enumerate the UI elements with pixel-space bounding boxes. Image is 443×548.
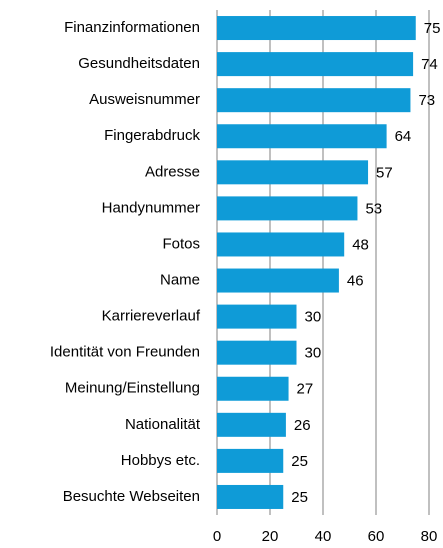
x-tick-label: 60	[368, 528, 385, 545]
y-tick-label: Name	[160, 272, 200, 289]
x-tick-label: 20	[262, 528, 279, 545]
value-label: 27	[297, 381, 314, 398]
bar	[217, 484, 284, 509]
value-label: 75	[424, 20, 441, 37]
value-label: 48	[352, 236, 369, 253]
bar	[217, 16, 416, 41]
y-tick-label: Nationalität	[125, 416, 201, 433]
bar	[217, 52, 414, 77]
y-tick-label: Adresse	[145, 163, 200, 180]
value-label: 73	[418, 92, 435, 109]
bar	[217, 376, 289, 401]
bar	[217, 448, 284, 473]
value-label: 26	[294, 417, 311, 434]
bar	[217, 232, 345, 257]
y-tick-label: Finanzinformationen	[64, 19, 200, 36]
y-tick-label: Fingerabdruck	[104, 127, 200, 144]
x-tick-label: 0	[213, 528, 221, 545]
value-label: 30	[305, 309, 322, 326]
y-tick-label: Identität von Freunden	[50, 344, 200, 361]
bar	[217, 160, 369, 185]
y-tick-label: Karriereverlauf	[102, 308, 201, 325]
value-label: 25	[291, 453, 308, 470]
value-label: 25	[291, 489, 308, 506]
y-tick-label: Fotos	[162, 235, 200, 252]
bar	[217, 88, 411, 113]
y-tick-label: Meinung/Einstellung	[65, 380, 200, 397]
y-tick-label: Handynummer	[102, 199, 200, 216]
value-label: 64	[395, 128, 412, 145]
bar	[217, 340, 297, 365]
bar	[217, 124, 387, 149]
y-tick-label: Ausweisnummer	[89, 91, 200, 108]
x-tick-label: 40	[315, 528, 332, 545]
bar	[217, 196, 358, 221]
bar	[217, 268, 339, 293]
x-tick-label: 80	[421, 528, 438, 545]
y-tick-label: Besuchte Webseiten	[63, 488, 200, 505]
y-tick-label: Hobbys etc.	[121, 452, 200, 469]
bar	[217, 304, 297, 329]
value-label: 74	[421, 56, 438, 73]
value-label: 30	[305, 345, 322, 362]
value-label: 53	[365, 200, 382, 217]
y-tick-label: Gesundheitsdaten	[78, 55, 200, 72]
bar	[217, 412, 286, 437]
value-label: 46	[347, 273, 364, 290]
value-label: 57	[376, 164, 393, 181]
